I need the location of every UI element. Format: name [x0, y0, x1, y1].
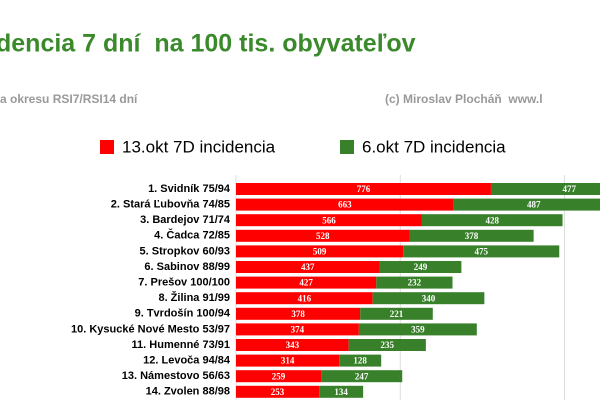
value-label: 128 — [353, 356, 367, 366]
bar-segment — [379, 261, 462, 273]
value-label: 663 — [338, 200, 352, 210]
value-label: 475 — [474, 246, 488, 256]
category-label: 7. Prešov 100/100 — [138, 277, 230, 289]
bar-segment — [236, 183, 491, 195]
bar-segment — [236, 323, 359, 336]
category-label: 3. Bardejov 71/74 — [140, 214, 231, 226]
chart-title: dencia 7 dní na 100 tis. obyvateľov — [0, 30, 416, 58]
value-label: 487 — [527, 200, 541, 210]
bar-segment — [372, 292, 485, 305]
bar-segment — [453, 198, 600, 211]
value-label: 247 — [355, 371, 369, 381]
bar-segment — [236, 354, 340, 367]
bar-segment — [490, 183, 600, 195]
bar-segment — [236, 339, 349, 351]
category-label: 5. Stropkov 60/93 — [140, 245, 231, 257]
value-label: 427 — [299, 278, 313, 288]
category-label: 6. Sabinov 88/99 — [144, 261, 230, 273]
value-label: 134 — [334, 387, 348, 397]
value-label: 437 — [301, 262, 315, 272]
category-label: 8. Žilina 91/99 — [158, 291, 230, 304]
value-label: 528 — [316, 231, 330, 241]
bar-segment — [236, 370, 322, 383]
bar-segment — [421, 214, 563, 227]
legend-swatch — [340, 140, 354, 154]
value-label: 374 — [291, 324, 305, 334]
category-label: 13. Námestovo 56/63 — [122, 370, 230, 382]
value-label: 340 — [422, 293, 436, 303]
category-label: 11. Humenné 73/91 — [132, 339, 230, 351]
value-label: 259 — [272, 371, 286, 381]
bar-segment — [236, 276, 377, 289]
value-label: 428 — [485, 215, 499, 225]
value-label: 232 — [408, 278, 422, 288]
bar-segment — [403, 245, 560, 258]
category-label: 4. Čadca 72/85 — [154, 229, 230, 242]
value-label: 566 — [322, 215, 336, 225]
legend-label: 6.okt 7D incidencia — [362, 137, 506, 156]
subtitle: a okresu RSI7/RSI14 dní — [0, 92, 138, 106]
category-label: 14. Zvolen 88/98 — [146, 386, 230, 398]
bar-segment — [236, 307, 361, 320]
value-label: 477 — [563, 184, 577, 194]
bar-segment — [236, 245, 404, 258]
bar-segment — [360, 307, 433, 320]
credit: (c) Miroslav Plocháň www.l — [385, 92, 543, 106]
bar-segment — [376, 276, 453, 289]
legend-swatch — [100, 140, 114, 154]
value-label: 221 — [390, 309, 404, 319]
value-label: 253 — [271, 387, 285, 397]
bar-segment — [236, 214, 422, 227]
bar-segment — [236, 292, 373, 305]
bar-segment — [409, 229, 534, 242]
value-label: 314 — [281, 356, 295, 366]
bar-segment — [339, 354, 382, 367]
value-label: 378 — [291, 309, 305, 319]
bar-segment — [236, 385, 320, 398]
category-label: 9. Tvrdošín 100/94 — [135, 308, 231, 320]
category-label: 10. Kysucké Nové Mesto 53/97 — [71, 323, 230, 335]
bar-segment — [348, 339, 426, 351]
bar-segment — [321, 370, 403, 383]
bar-segment — [319, 385, 364, 398]
category-label: 1. Svidník 75/94 — [148, 183, 231, 195]
bar-segment — [236, 198, 454, 211]
bar-segment — [236, 261, 380, 273]
value-label: 509 — [313, 246, 327, 256]
bar-segment — [358, 323, 477, 336]
category-label: 12. Levoča 94/84 — [143, 355, 231, 367]
value-label: 343 — [286, 340, 300, 350]
value-label: 378 — [465, 231, 479, 241]
bar-segment — [236, 229, 410, 242]
value-label: 235 — [381, 340, 395, 350]
value-label: 776 — [357, 184, 371, 194]
value-label: 359 — [411, 324, 425, 334]
value-label: 416 — [298, 293, 312, 303]
legend-label: 13.okt 7D incidencia — [122, 137, 276, 156]
value-label: 249 — [414, 262, 428, 272]
category-label: 2. Stará Ľubovňa 74/85 — [111, 199, 230, 211]
